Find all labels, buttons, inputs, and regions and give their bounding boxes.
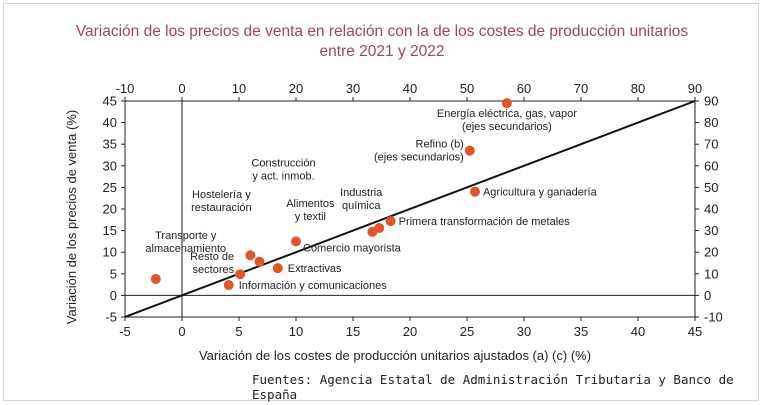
x2-tick-label: 0 [178,81,185,96]
x-tick-label: 20 [403,324,417,339]
x2-tick-label: 70 [574,81,588,96]
y-tick-label: 35 [103,137,117,152]
x-tick-label: 35 [574,324,588,339]
x-tick-label: 40 [631,324,645,339]
point-label: Energía eléctrica, gas, vapor (ejes secun… [437,108,577,133]
y-tick-label: 0 [110,288,117,303]
y2-tick-label: 0 [704,288,711,303]
x-tick-label: 5 [235,324,242,339]
x2-tick-label: 40 [403,81,417,96]
data-point [469,186,480,197]
y-tick-label: 15 [103,223,117,238]
data-point [464,145,475,156]
x-tick-label: 10 [289,324,303,339]
data-point [223,280,234,291]
y-tick-label: 10 [103,245,117,260]
data-point [150,273,161,284]
x-tick-label: 30 [517,324,531,339]
diagonal-reference-line [124,100,696,318]
point-label: Alimentos y textil [286,198,335,223]
data-point [291,236,301,247]
y2-tick-label: 90 [704,94,718,109]
y-tick-label: 30 [103,158,117,173]
point-label: Comercio mayorista [303,242,402,254]
y2-tick-label: 20 [704,245,718,260]
y-tick-label: -5 [105,310,117,325]
data-point [254,256,265,267]
y2-tick-label: 80 [704,115,718,130]
x-tick-label: 0 [178,324,185,339]
x-axis-label: Variación de los costes de producción un… [199,348,591,363]
x-tick-label: 15 [346,324,360,339]
x2-tick-label: 60 [517,81,531,96]
point-label: Primera transformación de metales [399,216,571,228]
y2-tick-label: -10 [704,310,723,325]
x-tick-label: 25 [460,324,474,339]
data-point [235,269,246,280]
point-label: Refino (b) (ejes secundarios) [374,139,464,164]
x2-tick-label: 90 [688,81,702,96]
point-label: Resto de sectores [190,251,235,276]
x2-tick-label: 50 [460,81,474,96]
data-point [385,216,396,227]
y-tick-label: 20 [103,202,117,217]
point-label: Agricultura y ganadería [483,187,598,199]
y2-tick-label: 60 [704,158,718,173]
y2-tick-label: 30 [704,223,718,238]
y-tick-label: 45 [103,94,117,109]
data-point [272,263,283,274]
x-tick-label: -5 [119,324,131,339]
x2-tick-label: -10 [116,81,135,96]
data-point [367,226,378,237]
point-label: Información y comunicaciones [239,280,387,292]
y2-tick-label: 40 [704,202,718,217]
x2-tick-label: 80 [631,81,645,96]
x2-tick-label: 10 [232,81,246,96]
data-point [501,98,512,109]
x2-tick-label: 30 [346,81,360,96]
point-label: Industria química [340,187,383,212]
point-label: Extractivas [288,263,342,275]
y2-tick-label: 70 [704,137,718,152]
y-tick-label: 5 [110,266,117,281]
chart-title: Variación de los precios de venta en rel… [75,23,689,60]
y2-tick-label: 10 [704,266,718,281]
source-note: Fuentes: Agencia Estatal de Administraci… [252,372,734,402]
y-axis-label: Variación de los precios de venta (%) [64,110,79,324]
data-point [245,250,256,261]
point-label: Transporte y almacenamiento [145,230,226,255]
point-label: Hostelería y restauración [191,189,252,214]
x-tick-label: 45 [688,324,702,339]
figure-border [3,3,759,401]
y-tick-label: 40 [103,115,117,130]
x2-tick-label: 20 [289,81,303,96]
point-label: Construcción y act. inmob. [251,158,315,183]
y2-tick-label: 50 [704,180,718,195]
y-tick-label: 25 [103,180,117,195]
